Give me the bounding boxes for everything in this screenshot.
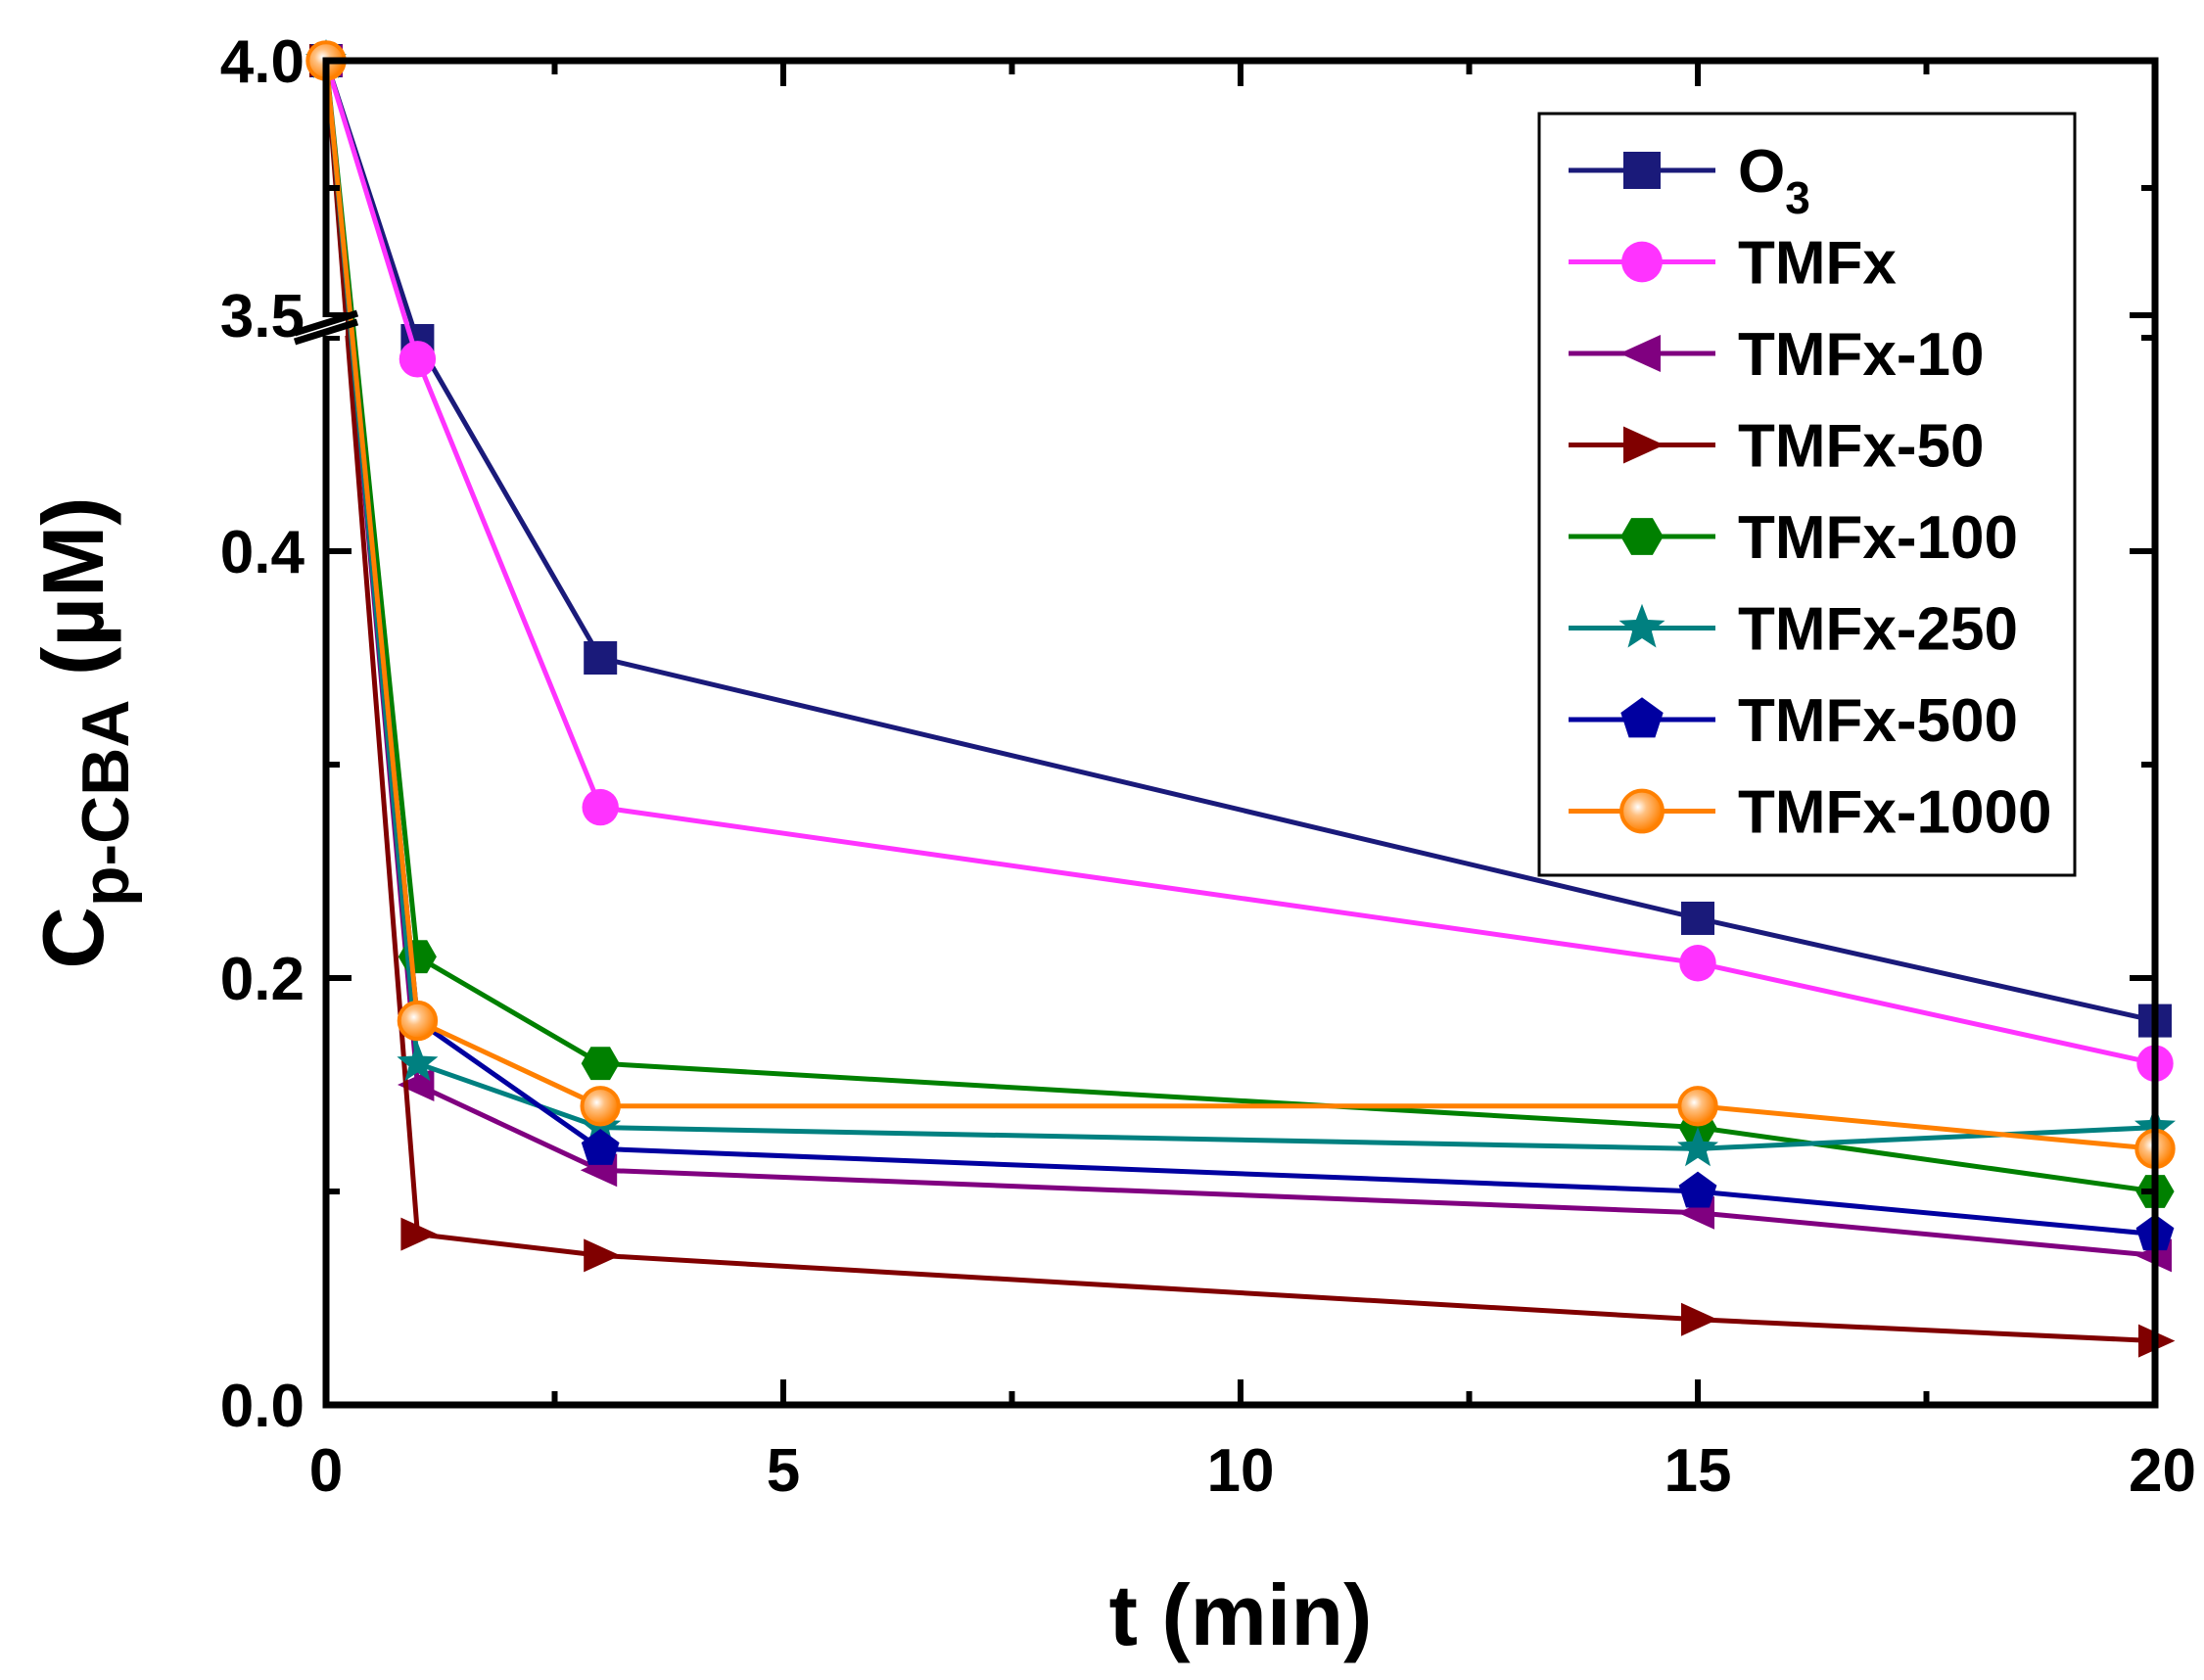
data-point [400,1217,438,1251]
legend-entry: TMFx-50 [1569,413,1984,481]
break-mark [293,309,359,337]
legend-label: TMFx-10 [1738,321,1984,389]
legend-label-sub: 3 [1785,172,1810,223]
legend-entry: O3 [1569,138,1810,223]
x-tick-label: 10 [1207,1437,1275,1505]
legend-label-main: TMFx-1000 [1738,779,2051,847]
legend-label-main: TMFx-100 [1738,504,2018,572]
x-tick-label: 20 [2129,1437,2196,1505]
x-tick-label: 15 [1665,1437,1732,1505]
data-point [397,1000,439,1042]
y-axis-title: Cp-CBA (µM) [24,496,143,968]
legend-entry: TMFx-1000 [1569,779,2051,847]
y-axis-break [293,309,359,346]
legend-label-main: O [1738,138,1785,206]
x-axis-title: t (min) [1109,1566,1373,1663]
break-mark [293,318,359,346]
data-point [1678,1171,1717,1208]
y-tick-label: 3.5 [220,283,305,350]
legend-marker [1621,241,1663,283]
series-o3 [309,44,2172,1038]
legend-marker [1623,152,1661,189]
y-axis-title-unit: (µM) [24,496,121,699]
legend-label-main: TMFx-10 [1738,321,1984,389]
legend-label: TMFx-100 [1738,504,2018,572]
data-point [1681,1302,1718,1336]
y-axis-title-main: C [24,907,121,969]
legend [1537,112,2077,877]
legend-label-main: TMFx [1738,230,1897,298]
legend-entry: TMFx-100 [1569,504,2018,572]
legend-label: TMFx-500 [1738,687,2018,755]
x-tick-label: 5 [767,1437,800,1505]
data-point [1677,1086,1718,1127]
legend-label: O3 [1738,138,1810,223]
legend-marker [1619,335,1661,372]
legend-marker [1620,518,1664,555]
legend-marker [1623,426,1665,464]
y-tick-label: 4.0 [220,28,305,96]
data-point [1681,901,1714,935]
legend-label-main: TMFx-500 [1738,687,2018,755]
data-point [582,788,619,826]
legend-entry: TMFx [1569,230,1897,298]
y-axis-title-sub: p-CBA [69,700,143,908]
legend-marker [1618,603,1665,648]
y-tick-label: 0.2 [220,946,305,1013]
legend-label-main: TMFx-50 [1738,413,1984,481]
legend-label: TMFx-250 [1738,596,2018,664]
data-point [580,1086,621,1127]
data-point [584,1238,621,1273]
y-tick-label: 0.0 [220,1373,305,1440]
data-point [584,641,618,675]
x-tick-label: 0 [309,1437,343,1505]
legend-entry: TMFx-10 [1569,321,1984,389]
y-tick-label: 0.4 [220,519,305,586]
data-point [399,341,437,378]
legend-marker [1619,788,1665,834]
data-point [1679,945,1716,982]
legend-label-main: TMFx-250 [1738,596,2018,664]
legend-label: TMFx-50 [1738,413,1984,481]
data-point [397,1042,439,1082]
data-point [581,1047,620,1081]
legend-marker [1620,697,1664,738]
legend-entry: TMFx-500 [1569,687,2018,755]
data-point [581,1129,620,1165]
legend-label: TMFx-1000 [1738,779,2051,847]
data-point [1677,1127,1718,1167]
legend-entry: TMFx-250 [1569,596,2018,664]
legend-label: TMFx [1738,230,1897,298]
